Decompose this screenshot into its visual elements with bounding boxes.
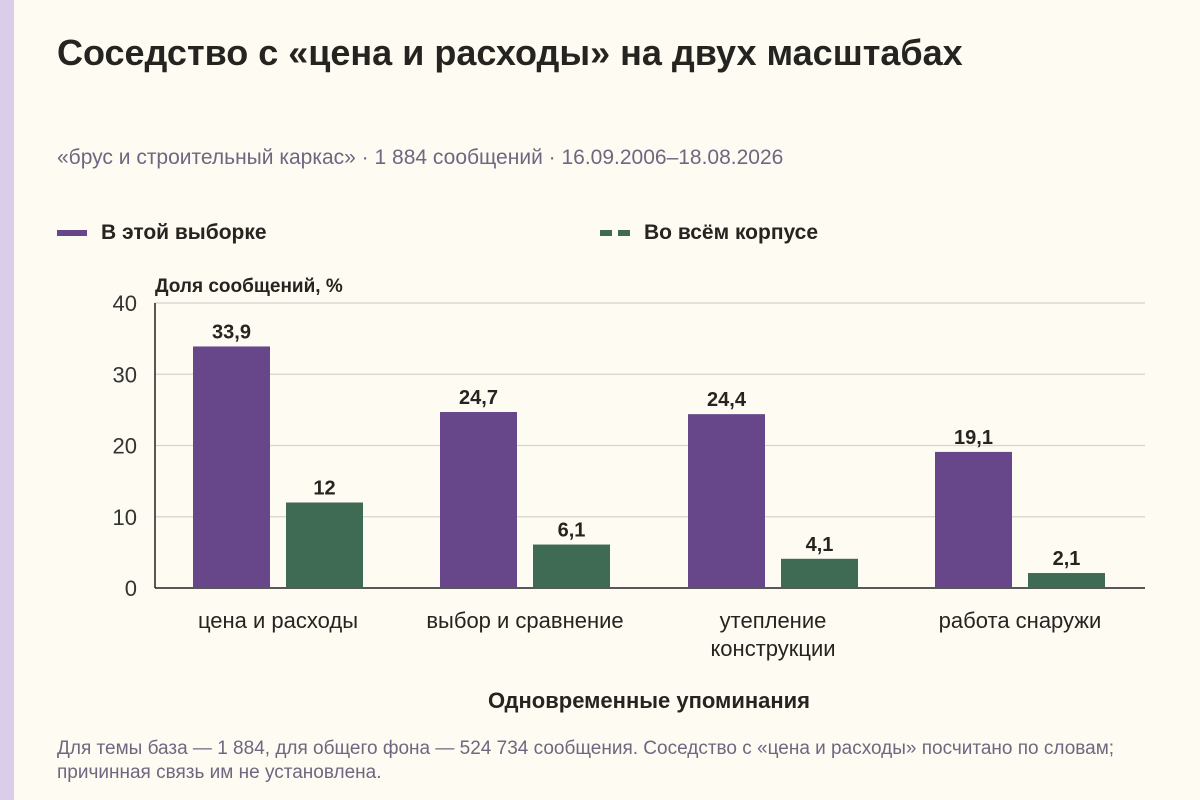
x-tick-label: выбор и сравнение	[426, 608, 623, 633]
bar	[193, 346, 270, 588]
data-label: 33,9	[212, 321, 251, 343]
bar	[935, 451, 1012, 588]
x-tick-label: утепление	[720, 608, 827, 633]
y-tick-label: 0	[125, 576, 137, 601]
bar	[286, 502, 363, 588]
y-axis-title: Доля сообщений, %	[155, 276, 343, 297]
legend-swatch-sample	[57, 230, 87, 236]
chart-title: Соседство с «цена и расходы» на двух мас…	[57, 32, 963, 73]
bar	[440, 412, 517, 588]
data-label: 24,7	[459, 387, 498, 409]
bar	[688, 414, 765, 588]
y-tick-label: 40	[113, 291, 137, 316]
y-tick-label: 20	[113, 434, 137, 459]
legend-swatch-corpus	[600, 230, 630, 236]
x-tick-label: цена и расходы	[198, 608, 358, 633]
data-label: 24,4	[707, 389, 747, 411]
data-label: 19,1	[954, 427, 993, 449]
bar	[781, 558, 858, 588]
legend-label-sample: В этой выборке	[101, 221, 267, 244]
chart-subtitle: «брус и строительный каркас» · 1 884 соо…	[57, 146, 784, 169]
footnote: Для темы база — 1 884, для общего фона —…	[57, 738, 1115, 783]
y-tick-label: 10	[113, 505, 137, 530]
data-label: 6,1	[558, 520, 586, 542]
legend-label-corpus: Во всём корпусе	[644, 221, 819, 244]
data-label: 2,1	[1053, 548, 1081, 570]
x-tick-label: работа снаружи	[939, 608, 1102, 633]
bar	[1028, 573, 1105, 588]
x-axis-title: Одновременные упоминания	[488, 688, 810, 713]
bar	[533, 544, 610, 588]
legend-item-sample: В этой выборке	[57, 220, 267, 246]
data-label: 4,1	[806, 534, 834, 556]
y-tick-label: 30	[113, 362, 137, 387]
left-accent-stripe	[0, 0, 14, 800]
data-label: 12	[313, 478, 335, 500]
x-tick-label: конструкции	[710, 636, 835, 661]
legend-item-corpus: Во всём корпусе	[600, 220, 818, 246]
